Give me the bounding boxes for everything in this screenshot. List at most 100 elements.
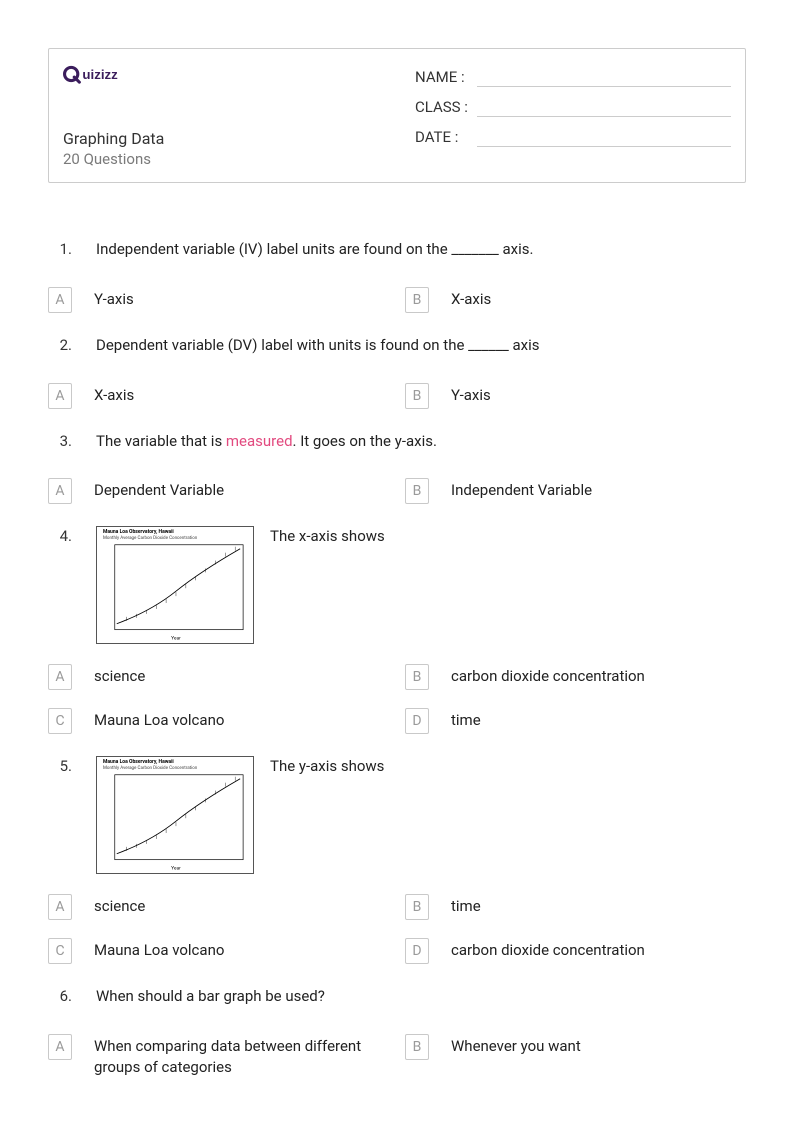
- answer-text: X-axis: [94, 383, 134, 406]
- answers-grid: A When comparing data between different …: [48, 1034, 746, 1078]
- question-text: When should a bar graph be used?: [96, 986, 746, 1008]
- header-left: uizizz Graphing Data 20 Questions: [63, 61, 164, 168]
- answer-option[interactable]: C Mauna Loa volcano: [48, 938, 389, 964]
- answer-text: Mauna Loa volcano: [94, 938, 224, 961]
- question-text-post: . It goes on the y-axis.: [293, 432, 437, 450]
- answer-text: science: [94, 664, 145, 687]
- question-with-image: Mauna Loa Observatory, Hawaii Monthly Av…: [96, 526, 385, 644]
- answers-grid: A Dependent Variable B Independent Varia…: [48, 478, 746, 504]
- question-block: 2. Dependent variable (DV) label with un…: [48, 335, 746, 409]
- answer-letter-box: B: [405, 383, 429, 409]
- answer-text: carbon dioxide concentration: [451, 938, 645, 961]
- question-row: 4. Mauna Loa Observatory, Hawaii Monthly…: [48, 526, 746, 644]
- answer-option[interactable]: A Dependent Variable: [48, 478, 389, 504]
- answer-letter-box: A: [48, 383, 72, 409]
- svg-text:Year: Year: [171, 636, 181, 642]
- question-number: 4.: [48, 526, 72, 644]
- answer-letter-box: B: [405, 478, 429, 504]
- answer-letter-box: C: [48, 708, 72, 734]
- question-text-pre: The variable that is: [96, 432, 226, 450]
- answer-letter-box: B: [405, 894, 429, 920]
- answers-grid: A X-axis B Y-axis: [48, 383, 746, 409]
- question-block: 3. The variable that is measured. It goe…: [48, 431, 746, 505]
- question-block: 1. Independent variable (IV) label units…: [48, 239, 746, 313]
- question-row: 6. When should a bar graph be used?: [48, 986, 746, 1008]
- name-label: NAME :: [415, 68, 471, 86]
- question-row: 1. Independent variable (IV) label units…: [48, 239, 746, 261]
- answer-letter-box: B: [405, 664, 429, 690]
- answer-text: Y-axis: [451, 383, 491, 406]
- answer-option[interactable]: D carbon dioxide concentration: [405, 938, 746, 964]
- answer-letter-box: A: [48, 287, 72, 313]
- answer-letter-box: C: [48, 938, 72, 964]
- header-box: uizizz Graphing Data 20 Questions NAME :…: [48, 48, 746, 183]
- answer-letter-box: D: [405, 708, 429, 734]
- question-block: 5. Mauna Loa Observatory, Hawaii Monthly…: [48, 756, 746, 964]
- answer-text: time: [451, 894, 481, 917]
- answer-option[interactable]: B carbon dioxide concentration: [405, 664, 746, 690]
- quiz-title: Graphing Data: [63, 129, 164, 148]
- date-input-line[interactable]: [477, 127, 731, 147]
- answer-option[interactable]: B Whenever you want: [405, 1034, 746, 1078]
- answer-option[interactable]: B X-axis: [405, 287, 746, 313]
- question-text: The variable that is measured. It goes o…: [96, 431, 746, 453]
- answer-option[interactable]: A science: [48, 664, 389, 690]
- answers-grid: A Y-axis B X-axis: [48, 287, 746, 313]
- name-input-line[interactable]: [477, 67, 731, 87]
- question-number: 5.: [48, 756, 72, 874]
- questions-list: 1. Independent variable (IV) label units…: [48, 239, 746, 1078]
- answer-text: X-axis: [451, 287, 491, 310]
- answer-text: time: [451, 708, 481, 731]
- date-label: DATE :: [415, 128, 471, 146]
- answer-option[interactable]: D time: [405, 708, 746, 734]
- answer-option[interactable]: B time: [405, 894, 746, 920]
- date-field-row: DATE :: [415, 127, 731, 147]
- answer-option[interactable]: C Mauna Loa volcano: [48, 708, 389, 734]
- question-number: 6.: [48, 986, 72, 1008]
- page: uizizz Graphing Data 20 Questions NAME :…: [0, 0, 794, 1126]
- question-text: Dependent variable (DV) label with units…: [96, 335, 746, 357]
- answer-text: Whenever you want: [451, 1034, 581, 1057]
- question-text: The x-axis shows: [270, 526, 385, 548]
- answer-option[interactable]: B Y-axis: [405, 383, 746, 409]
- answer-text: Dependent Variable: [94, 478, 224, 501]
- name-field-row: NAME :: [415, 67, 731, 87]
- answer-text: carbon dioxide concentration: [451, 664, 645, 687]
- answer-letter-box: A: [48, 894, 72, 920]
- question-row: 5. Mauna Loa Observatory, Hawaii Monthly…: [48, 756, 746, 874]
- answer-letter-box: B: [405, 1034, 429, 1060]
- answer-option[interactable]: B Independent Variable: [405, 478, 746, 504]
- question-block: 4. Mauna Loa Observatory, Hawaii Monthly…: [48, 526, 746, 734]
- answer-text: Mauna Loa volcano: [94, 708, 224, 731]
- quiz-subtitle: 20 Questions: [63, 150, 164, 168]
- answer-text: When comparing data between different gr…: [94, 1034, 389, 1078]
- answer-letter-box: D: [405, 938, 429, 964]
- answer-text: Independent Variable: [451, 478, 592, 501]
- class-label: CLASS :: [415, 98, 471, 116]
- question-number: 1.: [48, 239, 72, 261]
- answer-letter-box: A: [48, 664, 72, 690]
- question-text: Independent variable (IV) label units ar…: [96, 239, 746, 261]
- question-number: 3.: [48, 431, 72, 453]
- answer-option[interactable]: A science: [48, 894, 389, 920]
- answer-option[interactable]: A When comparing data between different …: [48, 1034, 389, 1078]
- question-number: 2.: [48, 335, 72, 357]
- answer-option[interactable]: A X-axis: [48, 383, 389, 409]
- chart-thumbnail: Mauna Loa Observatory, Hawaii Monthly Av…: [96, 756, 254, 874]
- chart-thumbnail: Mauna Loa Observatory, Hawaii Monthly Av…: [96, 526, 254, 644]
- question-row: 3. The variable that is measured. It goe…: [48, 431, 746, 453]
- class-input-line[interactable]: [477, 97, 731, 117]
- answer-text: science: [94, 894, 145, 917]
- answer-letter-box: B: [405, 287, 429, 313]
- answer-letter-box: A: [48, 478, 72, 504]
- answers-grid: A science B time C Mauna Loa volcano D c…: [48, 894, 746, 964]
- question-text: The y-axis shows: [270, 756, 384, 778]
- answer-letter-box: A: [48, 1034, 72, 1060]
- question-block: 6. When should a bar graph be used? A Wh…: [48, 986, 746, 1078]
- answer-text: Y-axis: [94, 287, 134, 310]
- svg-text:uizizz: uizizz: [82, 67, 118, 82]
- question-text-highlight: measured: [226, 432, 293, 450]
- chart-svg: Year: [97, 757, 253, 874]
- quizizz-logo: uizizz: [63, 61, 164, 91]
- answer-option[interactable]: A Y-axis: [48, 287, 389, 313]
